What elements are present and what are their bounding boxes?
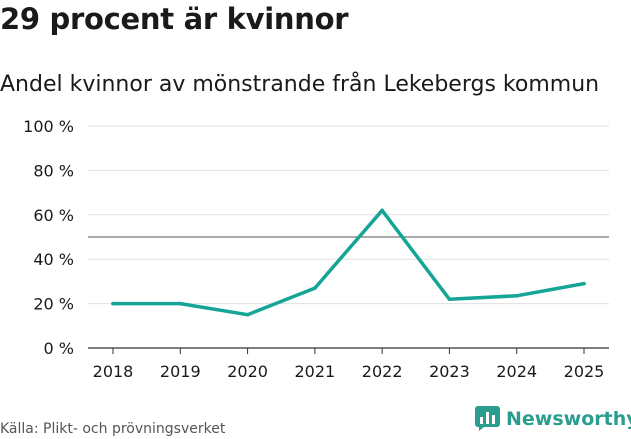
data-point [582, 281, 586, 286]
y-tick-label: 40 % [33, 250, 74, 269]
x-tick-label: 2021 [294, 362, 335, 381]
chart-title: 29 procent är kvinnor [0, 2, 349, 36]
y-tick-label: 80 % [33, 161, 74, 180]
data-point [178, 301, 183, 306]
data-point [313, 286, 317, 290]
data-point [380, 208, 384, 213]
y-tick-label: 20 % [33, 295, 74, 314]
source-note: Källa: Plikt- och prövningsverket [0, 421, 226, 437]
series-line [111, 208, 586, 317]
y-tick-label: 100 % [23, 117, 74, 136]
x-tick-label: 2024 [496, 362, 537, 381]
data-point [111, 301, 115, 306]
y-tick-label: 0 % [44, 339, 74, 358]
brand-name: Newsworthy [506, 407, 631, 430]
x-tick-label: 2018 [93, 362, 134, 381]
x-tick-label: 2020 [227, 362, 268, 381]
brand-logo: Newsworthy [475, 406, 631, 431]
x-tick-label: 2022 [362, 362, 403, 381]
grid-lines [88, 125, 609, 349]
chart-subtitle: Andel kvinnor av mönstrande från Lekeber… [0, 72, 600, 97]
data-point [245, 312, 250, 317]
y-axis-labels: 0 % 20 % 40 % 60 % 80 % 100 % [23, 117, 74, 358]
series-layer [111, 208, 586, 317]
newsworthy-logo-icon [475, 406, 500, 431]
y-tick-label: 60 % [33, 206, 74, 225]
x-tick-label: 2019 [160, 362, 201, 381]
x-tick-label: 2025 [564, 362, 605, 381]
x-axis: 2018 2019 2020 2021 2022 2023 2024 2025 [93, 348, 605, 381]
data-point [514, 294, 519, 298]
data-point [447, 297, 452, 301]
x-tick-label: 2023 [429, 362, 470, 381]
